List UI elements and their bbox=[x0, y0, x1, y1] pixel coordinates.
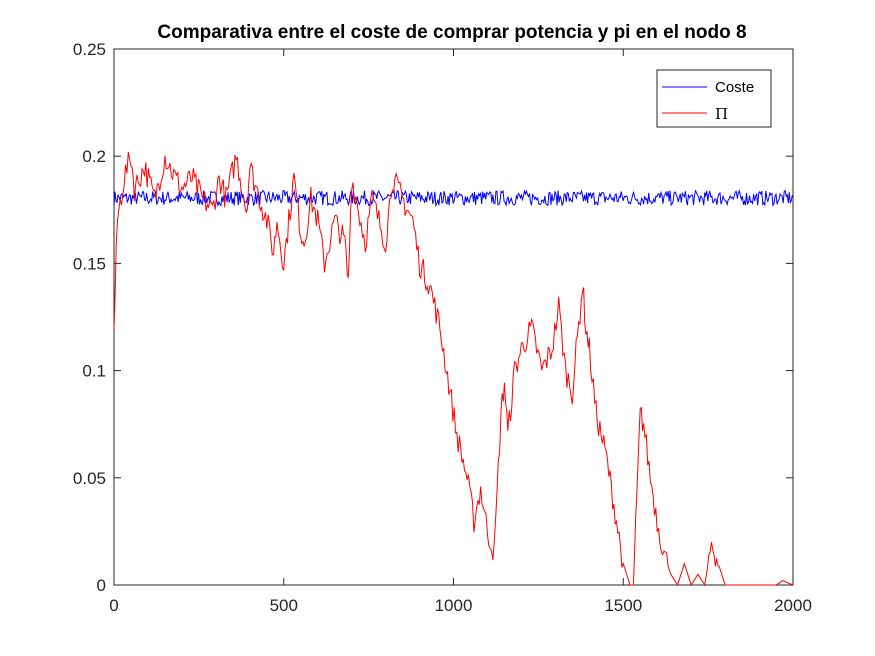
legend-box bbox=[656, 69, 772, 128]
series-layer bbox=[113, 151, 794, 587]
x-tick-label: 500 bbox=[270, 596, 298, 615]
series-line-pi bbox=[113, 151, 794, 587]
x-tick-label: 1000 bbox=[435, 596, 473, 615]
y-tick-label: 0.15 bbox=[73, 254, 106, 273]
y-tick-label: 0 bbox=[97, 576, 106, 595]
plot-area bbox=[113, 48, 794, 586]
y-axis: 0 0.05 0.1 0.15 0.2 0.25 bbox=[73, 40, 793, 595]
y-tick-label: 0.05 bbox=[73, 469, 106, 488]
x-tick-label: 1500 bbox=[604, 596, 642, 615]
chart-title: Comparativa entre el coste de comprar po… bbox=[157, 22, 746, 43]
series-line-coste bbox=[113, 188, 793, 208]
y-tick-label: 0.25 bbox=[73, 40, 106, 59]
x-tick-label: 0 bbox=[109, 596, 118, 615]
y-tick-label: 0.2 bbox=[82, 147, 106, 166]
x-tick-label: 2000 bbox=[774, 596, 812, 615]
legend: Coste Π bbox=[656, 69, 772, 128]
y-tick-label: 0.1 bbox=[82, 362, 106, 381]
legend-label-pi: Π bbox=[715, 105, 728, 123]
legend-label-coste: Coste bbox=[715, 79, 754, 96]
x-axis: 0 500 1000 1500 2000 bbox=[109, 49, 812, 615]
